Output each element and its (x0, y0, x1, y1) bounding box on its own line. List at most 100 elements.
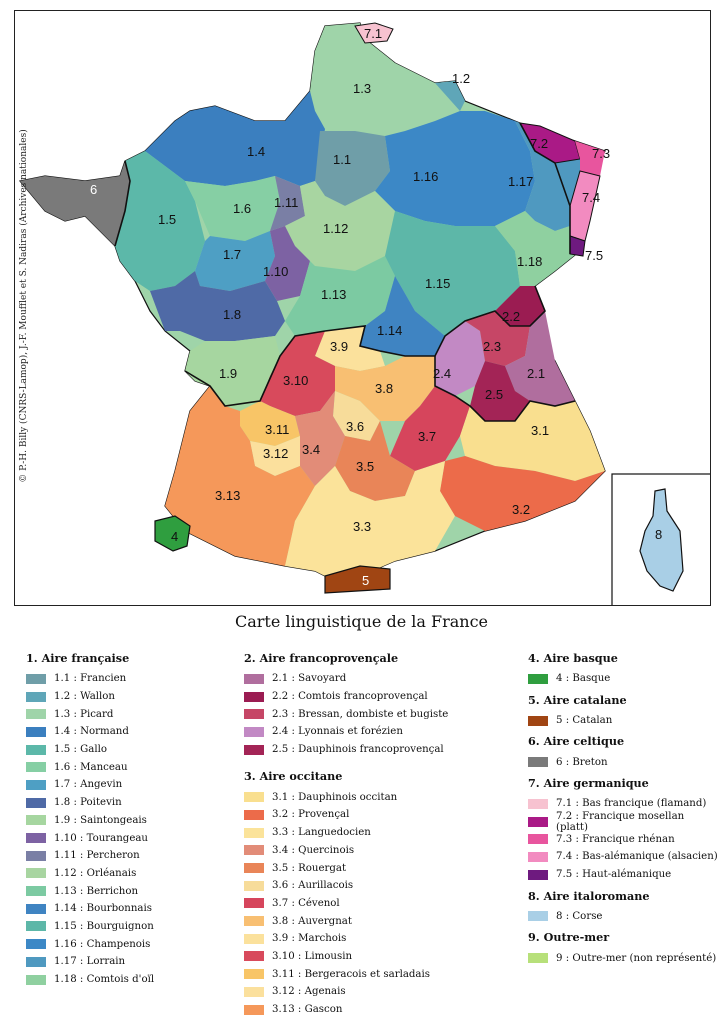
credit-text: © P.-H. Billy (CNRS-Lamop), J.-F. Mouffl… (19, 129, 29, 483)
legend-group-9: 9. Outre-mer 9 : Outre-mer (non représent… (528, 929, 718, 971)
region-7-3 (575, 141, 605, 176)
legend-label: 3.7 : Cévenol (272, 897, 340, 909)
region-2-3 (465, 311, 530, 366)
legend-swatch (26, 762, 46, 773)
region-1-4 (145, 91, 325, 186)
label-7-3: 7.3 (592, 146, 610, 161)
region-8 (639, 488, 684, 592)
legend-item: 3.9 : Marchois (244, 930, 514, 948)
legend-swatch (244, 969, 264, 980)
legend-label: 1.16 : Champenois (54, 938, 151, 950)
legend-label: 7.3 : Francique rhénan (556, 833, 675, 845)
legend-group-title: 1. Aire française (26, 651, 130, 665)
legend-label: 2.3 : Bressan, dombiste et bugiste (272, 708, 449, 720)
legend-column-2: 2. Aire francoprovençale 2.1 : Savoyard 2.… (244, 650, 514, 1022)
label-1-12: 1.12 (323, 221, 348, 236)
legend-label: 3.1 : Dauphinois occitan (272, 791, 398, 803)
germanic-boundary (519, 122, 571, 254)
legend-swatch (26, 974, 46, 985)
credit-strip: © P.-H. Billy (CNRS-Lamop), J.-F. Mouffl… (15, 11, 32, 605)
region-3-2 (440, 456, 605, 531)
legend-label: 1.11 : Percheron (54, 850, 140, 862)
label-7-5: 7.5 (585, 248, 603, 263)
legend-swatch (26, 833, 46, 844)
legend-item: 1.12 : Orléanais (26, 865, 226, 883)
legend-label: 1.4 : Normand (54, 726, 129, 738)
legend-label: 3.4 : Quercinois (272, 844, 355, 856)
legend-item: 1.13 : Berrichon (26, 882, 226, 900)
label-7-4: 7.4 (582, 190, 600, 205)
label-7-2: 7.2 (530, 136, 548, 151)
label-1-13: 1.13 (321, 287, 346, 302)
legend-label: 1.12 : Orléanais (54, 867, 137, 879)
legend-item: 1.14 : Bourbonnais (26, 900, 226, 918)
legend-swatch (26, 886, 46, 897)
legend-swatch (26, 939, 46, 950)
region-3-12 (250, 436, 300, 476)
legend-item: 3.3 : Languedocien (244, 824, 514, 842)
legend-swatch (528, 911, 548, 922)
region-1-9 (185, 336, 280, 411)
legend-item: 7.4 : Bas-alémanique (alsacien) (528, 848, 718, 866)
legend-swatch (244, 880, 264, 891)
legend-swatch (528, 834, 548, 845)
legend-label: 1.18 : Comtois d'oïl (54, 974, 155, 986)
legend-label: 3.11 : Bergeracois et sarladais (272, 968, 430, 980)
legend-swatch (244, 673, 264, 684)
label-5: 5 (362, 573, 369, 588)
label-1-10: 1.10 (263, 264, 288, 279)
legend-item: 3.7 : Cévenol (244, 895, 514, 913)
legend-label: 9 : Outre-mer (non représenté) (556, 952, 717, 964)
legend-swatch (244, 951, 264, 962)
label-1-4: 1.4 (247, 144, 265, 159)
legend-item: 2.4 : Lyonnais et forézien (244, 723, 514, 741)
label-3-1: 3.1 (531, 423, 549, 438)
legend-swatch (244, 792, 264, 803)
region-2-2 (495, 286, 545, 326)
legend-label: 4 : Basque (556, 673, 611, 685)
region-4 (154, 515, 191, 552)
legend-swatch (26, 709, 46, 720)
label-1-8: 1.8 (223, 307, 241, 322)
legend-label: 2.2 : Comtois francoprovençal (272, 691, 428, 703)
legend-item: 3.12 : Agenais (244, 983, 514, 1001)
map-frame: 7.1 1.3 1.2 1.4 1.1 1.16 1.17 7.2 7.3 6 … (14, 10, 711, 606)
legend-group-title: 6. Aire celtique (528, 734, 625, 749)
label-1-9: 1.9 (219, 366, 237, 381)
label-2-1: 2.1 (527, 366, 545, 381)
label-4: 4 (171, 529, 178, 544)
legend-item: 1.11 : Percheron (26, 847, 226, 865)
france-map: 7.1 1.3 1.2 1.4 1.1 1.16 1.17 7.2 7.3 6 … (18, 22, 710, 605)
legend-item: 1.18 : Comtois d'oïl (26, 971, 226, 989)
legend-swatch (244, 726, 264, 737)
legend-label: 1.13 : Berrichon (54, 885, 139, 897)
label-2-2: 2.2 (502, 309, 520, 324)
region-1-11 (270, 176, 305, 231)
label-3-8: 3.8 (375, 381, 393, 396)
legend-label: 1.2 : Wallon (54, 691, 115, 703)
label-3-7: 3.7 (418, 429, 436, 444)
label-1-16: 1.16 (413, 169, 438, 184)
label-3-5: 3.5 (356, 459, 374, 474)
legend-label: 1.17 : Lorrain (54, 956, 126, 968)
region-1-6 (185, 176, 280, 241)
region-1-10 (265, 226, 310, 301)
legend-label: 2.5 : Dauphinois francoprovençal (272, 744, 444, 756)
legend-swatch (26, 815, 46, 826)
legend-swatch (26, 868, 46, 879)
legend-swatch (244, 845, 264, 856)
legend-group-3: 3. Aire occitane 3.1 : Dauphinois occitan… (244, 768, 514, 1022)
region-3-3 (285, 461, 455, 581)
legend-item: 1.15 : Bourguignon (26, 918, 226, 936)
legend-group-title: 2. Aire francoprovençale (244, 651, 399, 665)
region-3-7 (390, 386, 470, 471)
legend-item: 5 : Catalan (528, 712, 718, 730)
legend-item: 4 : Basque (528, 670, 718, 688)
label-1-1: 1.1 (333, 152, 351, 167)
legend-item: 1.3 : Picard (26, 705, 226, 723)
label-1-14: 1.14 (377, 323, 402, 338)
label-1-5: 1.5 (158, 212, 176, 227)
legend-swatch (244, 863, 264, 874)
legend-label: 8 : Corse (556, 910, 603, 922)
label-3-11: 3.11 (265, 422, 289, 437)
